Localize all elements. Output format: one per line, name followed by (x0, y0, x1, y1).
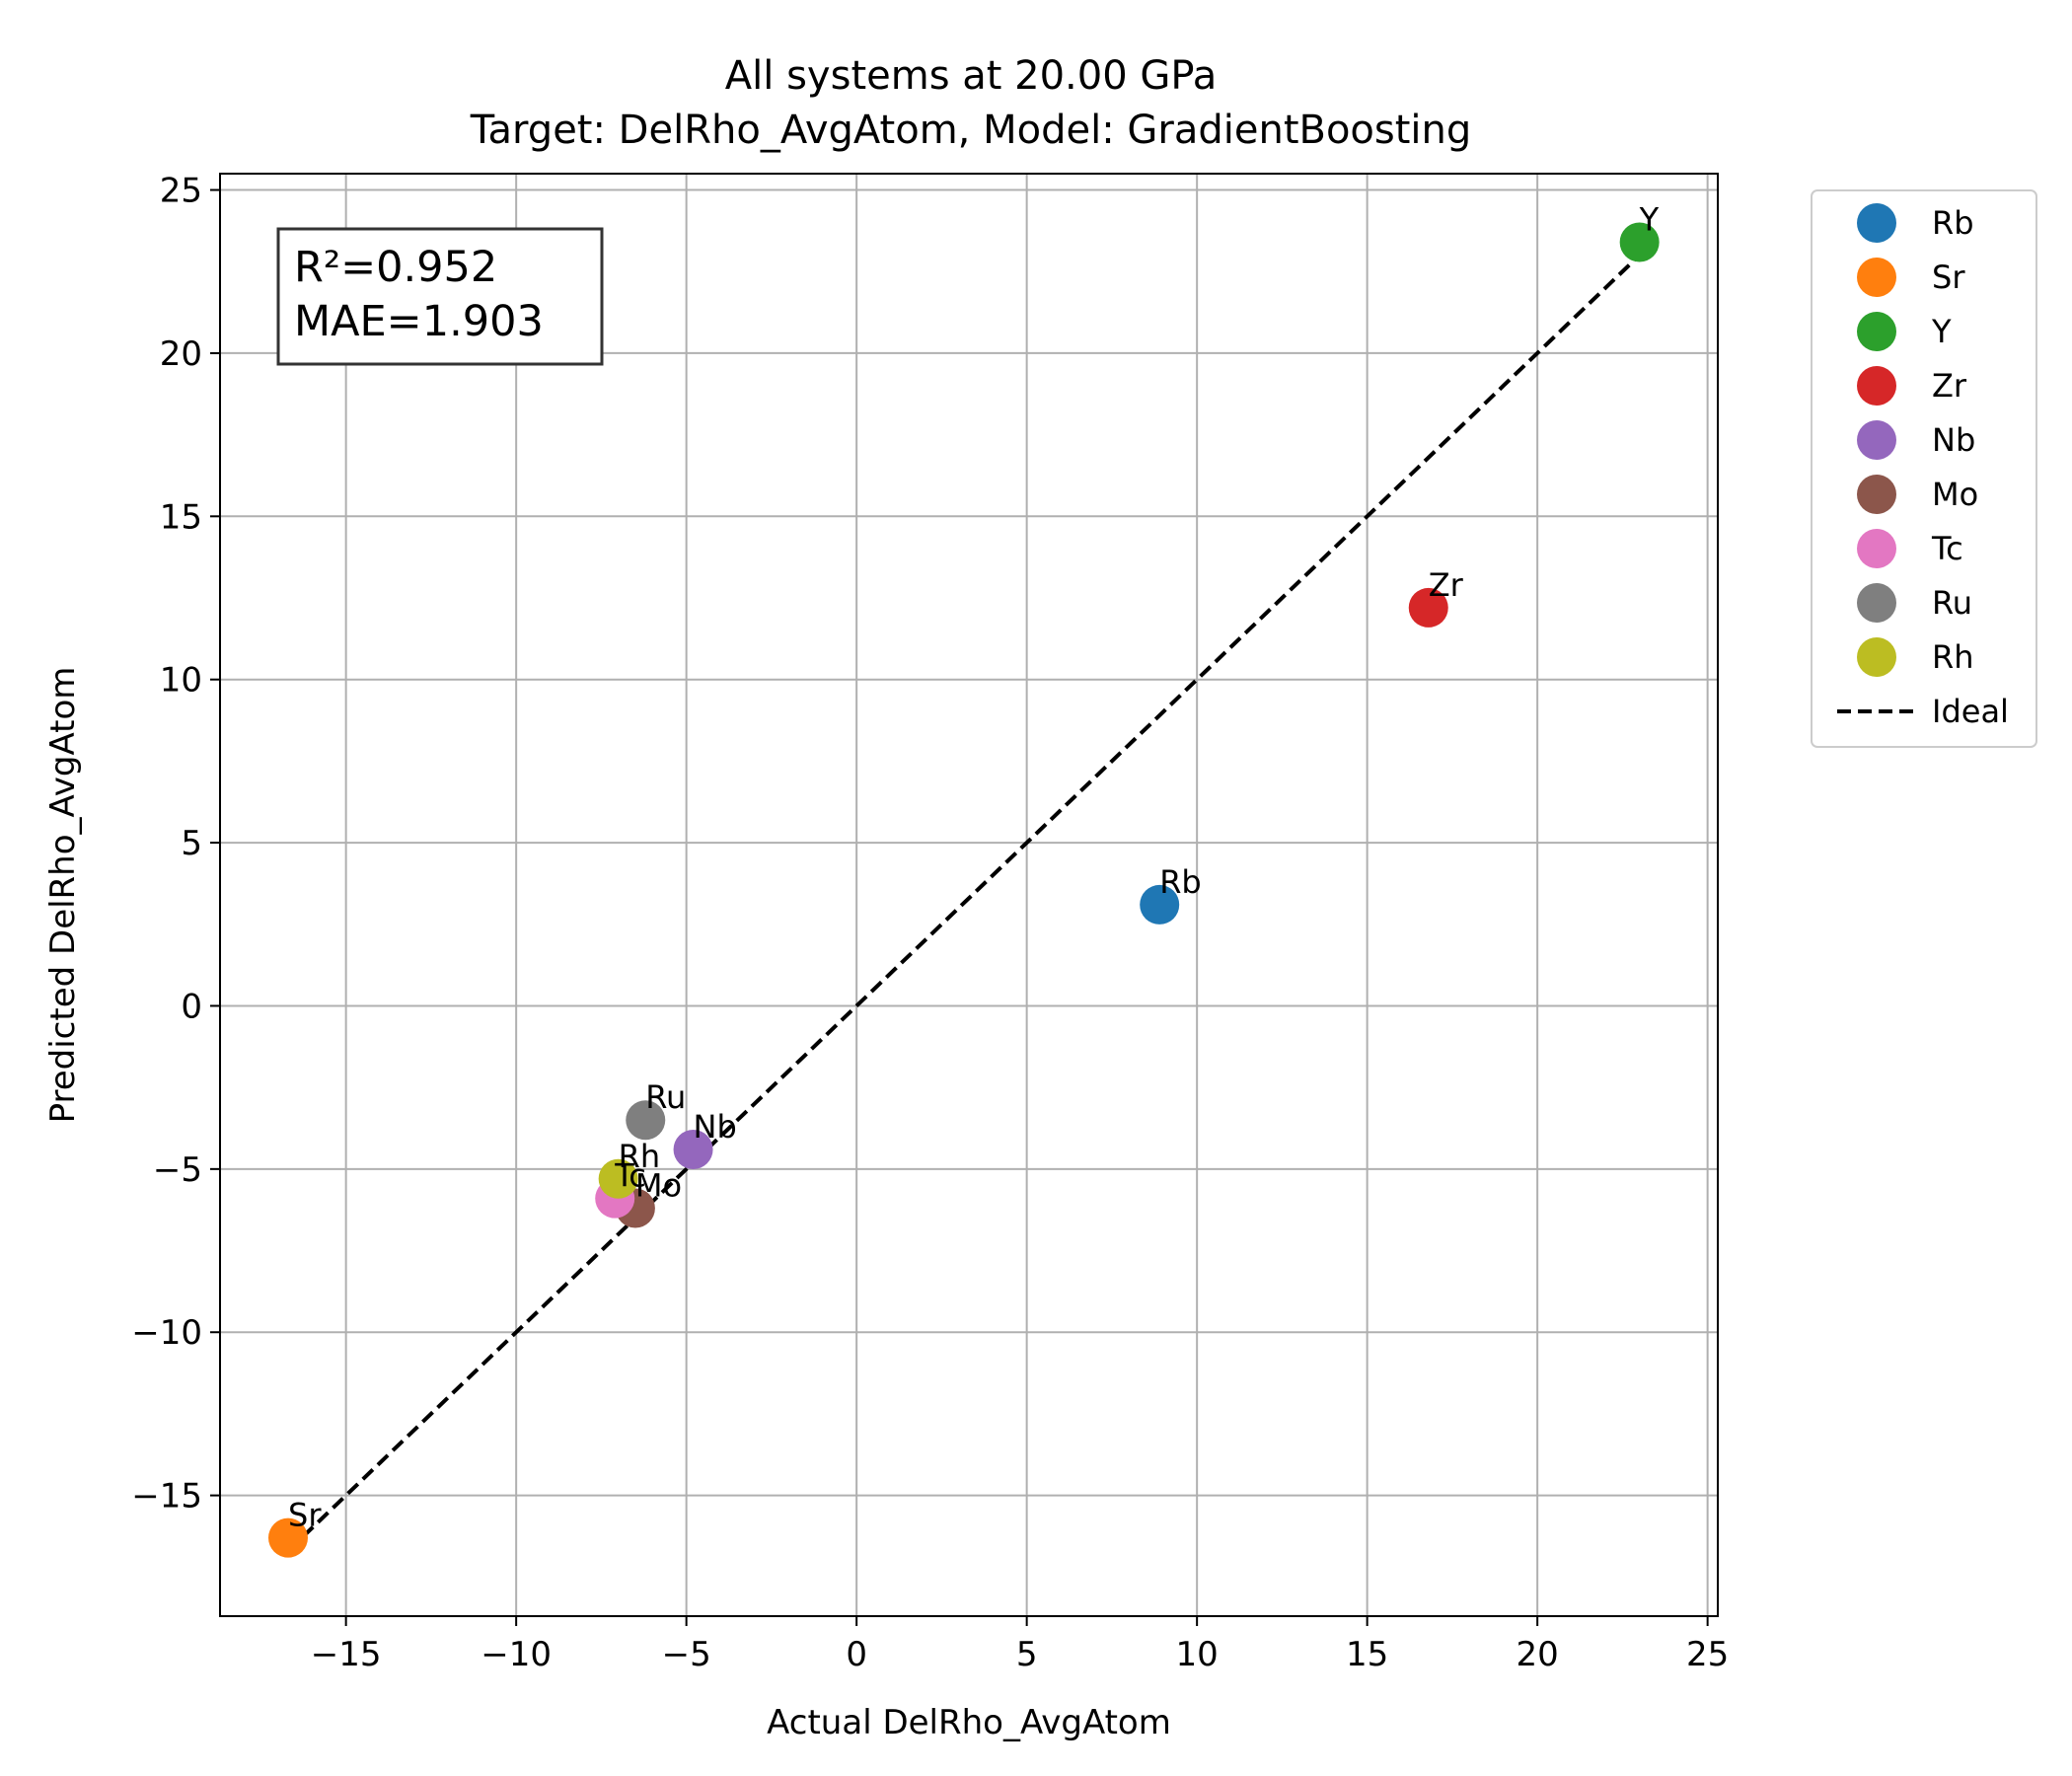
point-label-rb: Rb (1159, 863, 1202, 901)
y-tick-label: −5 (153, 1150, 202, 1190)
y-tick-label: −15 (131, 1477, 202, 1517)
stats-box: R²=0.952 MAE=1.903 (276, 227, 604, 366)
legend-marker-rh (1857, 637, 1896, 677)
legend-marker-sr (1857, 258, 1896, 297)
data-points (268, 222, 1660, 1558)
legend: Rb Sr Y Zr Nb Mo Tc Ru Rh Ideal (1811, 189, 2037, 748)
x-tick-label: 10 (1176, 1635, 1219, 1674)
x-tick-label: −15 (311, 1635, 382, 1674)
y-tick-label: 0 (181, 987, 202, 1026)
legend-frame (1811, 189, 2037, 748)
legend-label-zr: Zr (1932, 367, 1967, 405)
point-label-tc: Tc (614, 1157, 646, 1195)
chart-title-line2: Target: DelRho_AvgAtom, Model: GradientB… (470, 108, 1472, 153)
point-label-mo: Mo (635, 1167, 682, 1205)
y-tick-label: 15 (160, 497, 202, 537)
point-label-nb: Nb (694, 1108, 737, 1146)
y-tick-label: 10 (160, 661, 202, 701)
point-zr (1408, 587, 1448, 628)
legend-label-mo: Mo (1932, 476, 1978, 513)
point-y (1619, 222, 1660, 262)
point-label-ru: Ru (645, 1078, 686, 1116)
point-label-zr: Zr (1429, 566, 1464, 604)
x-tick-label: 5 (1016, 1635, 1038, 1674)
point-label-sr: Sr (288, 1497, 322, 1534)
legend-marker-mo (1857, 475, 1896, 514)
x-tick-label: 0 (846, 1635, 867, 1674)
plot-area-frame (219, 173, 1719, 1617)
point-label-y: Y (1639, 200, 1660, 238)
mae-value: MAE=1.903 (294, 297, 544, 346)
y-tick-label: 25 (160, 172, 202, 211)
y-tick-label: −10 (131, 1313, 202, 1353)
x-tick-label: 15 (1346, 1635, 1388, 1674)
y-axis-label: Predicted DelRho_AvgAtom (43, 667, 83, 1124)
legend-marker-zr (1857, 366, 1896, 406)
r2-value: R²=0.952 (294, 243, 497, 292)
legend-label-nb: Nb (1932, 421, 1975, 459)
point-sr (268, 1517, 308, 1558)
ideal-line (286, 241, 1655, 1553)
legend-marker-nb (1857, 420, 1896, 460)
point-rh (598, 1158, 638, 1199)
point-rb (1140, 884, 1180, 925)
point-ru (626, 1100, 666, 1141)
x-tick-label: 25 (1686, 1635, 1729, 1674)
x-tick-label: −5 (662, 1635, 711, 1674)
chart-title-line1: All systems at 20.00 GPa (725, 53, 1217, 99)
y-tick-label: 20 (160, 334, 202, 374)
legend-marker-tc (1857, 529, 1896, 568)
x-axis-label: Actual DelRho_AvgAtom (767, 1703, 1171, 1742)
x-tick-label: −10 (481, 1635, 552, 1674)
legend-label-ideal: Ideal (1932, 693, 2009, 730)
x-axis-ticks: −15 −10 −5 0 5 10 15 20 25 (311, 1616, 1729, 1674)
legend-label-ru: Ru (1932, 584, 1972, 622)
point-label-rh: Rh (619, 1138, 661, 1175)
point-nb (673, 1130, 713, 1169)
legend-marker-rb (1857, 203, 1896, 243)
legend-label-sr: Sr (1932, 259, 1965, 296)
y-axis-ticks: −15 −10 −5 0 5 10 15 20 25 (131, 172, 220, 1517)
legend-marker-ru (1857, 583, 1896, 623)
legend-label-rb: Rb (1932, 204, 1974, 242)
y-tick-label: 5 (181, 824, 202, 863)
legend-label-rh: Rh (1932, 638, 1974, 676)
grid-lines (220, 174, 1718, 1616)
ideal-line-group (286, 241, 1655, 1553)
x-tick-label: 20 (1517, 1635, 1559, 1674)
legend-marker-y (1857, 312, 1896, 351)
legend-label-y: Y (1931, 313, 1952, 350)
legend-label-tc: Tc (1931, 530, 1963, 567)
